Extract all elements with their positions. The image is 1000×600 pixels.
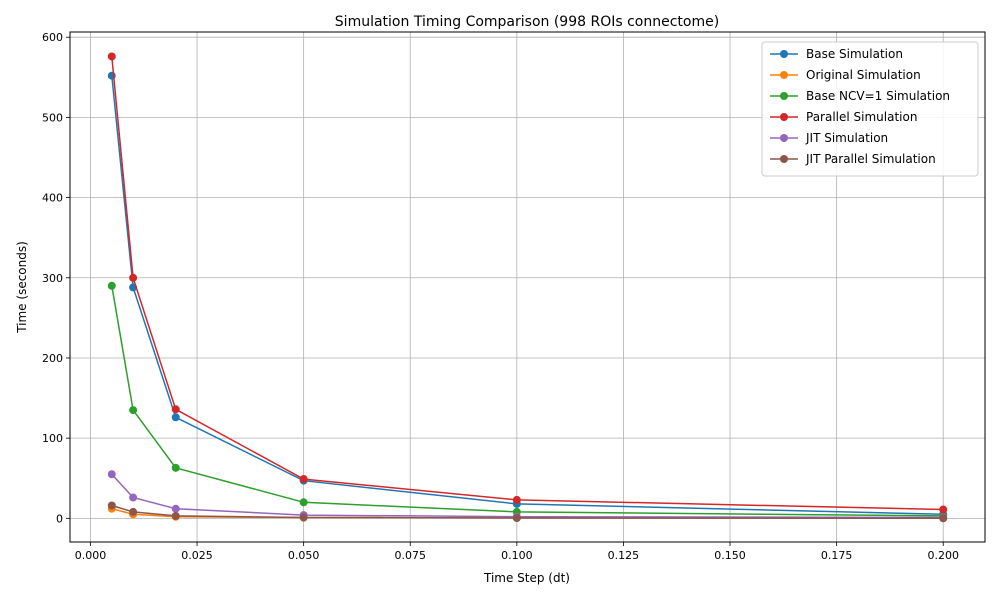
x-axis: 0.000 0.025 0.050 0.075 0.100 0.125 0.150 0.175… xyxy=(75,542,959,562)
data-point xyxy=(107,281,116,290)
data-point xyxy=(107,470,116,479)
series xyxy=(107,470,948,522)
data-point xyxy=(129,273,138,282)
legend-item: Base NCV=1 Simulation xyxy=(770,89,950,103)
data-point xyxy=(129,493,138,502)
data-point xyxy=(299,498,308,507)
x-tick-label: 0.125 xyxy=(608,549,640,562)
data-point xyxy=(107,501,116,510)
x-tick-label: 0.175 xyxy=(821,549,853,562)
y-tick-label: 500 xyxy=(42,111,63,124)
x-tick-label: 0.000 xyxy=(75,549,107,562)
data-point xyxy=(939,505,948,514)
legend-item: Parallel Simulation xyxy=(770,110,917,124)
x-tick-label: 0.050 xyxy=(288,549,320,562)
legend: Base Simulation Original Simulation Base N… xyxy=(761,41,979,177)
data-point xyxy=(171,463,180,472)
y-axis: 0 100 200 300 400 500 600 xyxy=(42,31,70,525)
legend-label: Parallel Simulation xyxy=(806,110,917,124)
series xyxy=(107,281,948,520)
legend-item: Original Simulation xyxy=(770,68,921,82)
data-point xyxy=(939,514,948,523)
data-point xyxy=(299,475,308,484)
legend-item: JIT Simulation xyxy=(770,131,888,145)
y-tick-label: 300 xyxy=(42,272,63,285)
x-tick-label: 0.100 xyxy=(501,549,533,562)
data-point xyxy=(512,495,521,504)
y-tick-label: 600 xyxy=(42,31,63,44)
y-axis-label: Time (seconds) xyxy=(15,241,29,334)
data-point xyxy=(129,406,138,415)
x-tick-label: 0.150 xyxy=(714,549,746,562)
legend-swatch-marker xyxy=(780,134,788,142)
data-point xyxy=(107,52,116,61)
data-point xyxy=(171,405,180,414)
x-tick-label: 0.025 xyxy=(181,549,213,562)
legend-swatch-marker xyxy=(780,50,788,58)
data-point xyxy=(512,514,521,523)
legend-label: Base Simulation xyxy=(806,47,903,61)
data-point xyxy=(171,511,180,520)
x-axis-label: Time Step (dt) xyxy=(483,571,570,585)
legend-item: JIT Parallel Simulation xyxy=(770,152,936,166)
legend-box xyxy=(761,41,979,177)
y-tick-label: 200 xyxy=(42,352,63,365)
plot-frame xyxy=(69,31,986,543)
legend-swatch-marker xyxy=(780,155,788,163)
y-tick-label: 400 xyxy=(42,192,63,205)
y-tick-label: 0 xyxy=(56,512,63,525)
x-tick-label: 0.200 xyxy=(927,549,959,562)
legend-label: JIT Parallel Simulation xyxy=(805,152,936,166)
legend-swatch-marker xyxy=(780,71,788,79)
legend-swatch-marker xyxy=(780,92,788,100)
data-point xyxy=(171,413,180,422)
x-tick-label: 0.075 xyxy=(394,549,426,562)
series-line xyxy=(111,56,944,511)
chart-title: Simulation Timing Comparison (998 ROIs c… xyxy=(335,14,719,30)
legend-item: Base Simulation xyxy=(770,47,903,61)
legend-label: Base NCV=1 Simulation xyxy=(806,89,950,103)
data-point xyxy=(299,513,308,522)
series-line xyxy=(111,75,944,516)
series-line xyxy=(111,285,944,517)
series xyxy=(107,501,948,523)
data-point xyxy=(129,507,138,516)
legend-swatch-marker xyxy=(780,113,788,121)
series-group xyxy=(107,52,948,523)
data-point xyxy=(171,504,180,513)
series-line xyxy=(111,473,944,519)
legend-label: Original Simulation xyxy=(806,68,921,82)
y-tick-label: 100 xyxy=(42,432,63,445)
legend-label: JIT Simulation xyxy=(805,131,888,145)
series xyxy=(107,52,948,514)
